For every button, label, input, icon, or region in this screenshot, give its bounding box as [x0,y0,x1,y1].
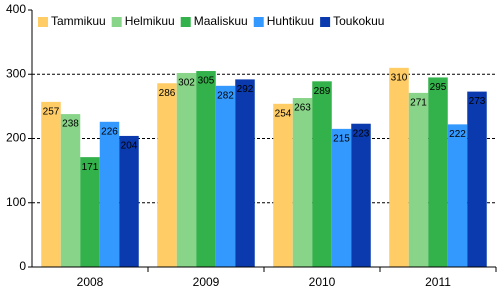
legend-swatch [253,17,264,27]
value-label: 305 [198,76,215,87]
x-tick-label: 2009 [193,275,220,289]
x-tick-label: 2008 [77,275,104,289]
bar [41,101,61,267]
bar [215,85,236,267]
bar [119,135,139,267]
legend-label: Maaliskuu [194,14,248,28]
legend-label: Helmikuu [125,14,175,28]
bar [428,77,448,268]
legend-swatch [111,17,122,27]
y-tick-label: 100 [6,195,26,209]
legend-label: Toukokuu [333,14,384,28]
bar [196,71,216,267]
y-tick-label: 300 [6,66,26,80]
bar [80,157,100,267]
legend-swatch [320,17,331,27]
value-label: 215 [333,134,350,145]
x-tick-label: 2010 [309,275,336,289]
y-tick-label: 200 [6,131,26,145]
value-label: 292 [237,84,254,95]
bar [389,67,409,267]
legend-label: Huhtikuu [267,14,314,28]
bar [235,79,255,267]
legend-label: Tammikuu [51,14,106,28]
value-label: 257 [43,107,60,118]
value-label: 273 [469,96,486,107]
value-label: 223 [353,128,370,139]
value-label: 302 [178,78,195,89]
value-label: 254 [275,108,292,119]
bar [467,91,487,267]
value-label: 286 [159,88,176,99]
bar [157,83,177,268]
legend-swatch [180,17,191,27]
legend-swatch [38,17,48,27]
value-label: 310 [391,72,408,83]
bar [273,103,293,268]
value-label: 289 [314,86,331,97]
value-label: 204 [121,141,138,152]
value-label: 282 [217,90,234,101]
value-label: 263 [294,103,311,114]
bar [351,123,371,267]
x-tick-label: 2011 [425,275,451,289]
bar [60,114,81,268]
bar [331,128,352,267]
value-label: 238 [62,119,79,130]
y-tick-label: 400 [6,2,26,16]
bar [292,98,313,268]
bar [176,72,197,267]
value-label: 295 [430,82,447,93]
value-label: 171 [82,162,99,173]
y-tick-label: 0 [19,259,26,273]
bar [99,121,120,267]
bar [312,81,332,267]
bar [447,124,468,268]
value-label: 226 [101,126,118,137]
value-label: 271 [410,98,427,109]
value-label: 222 [449,129,466,140]
bar [408,92,429,267]
